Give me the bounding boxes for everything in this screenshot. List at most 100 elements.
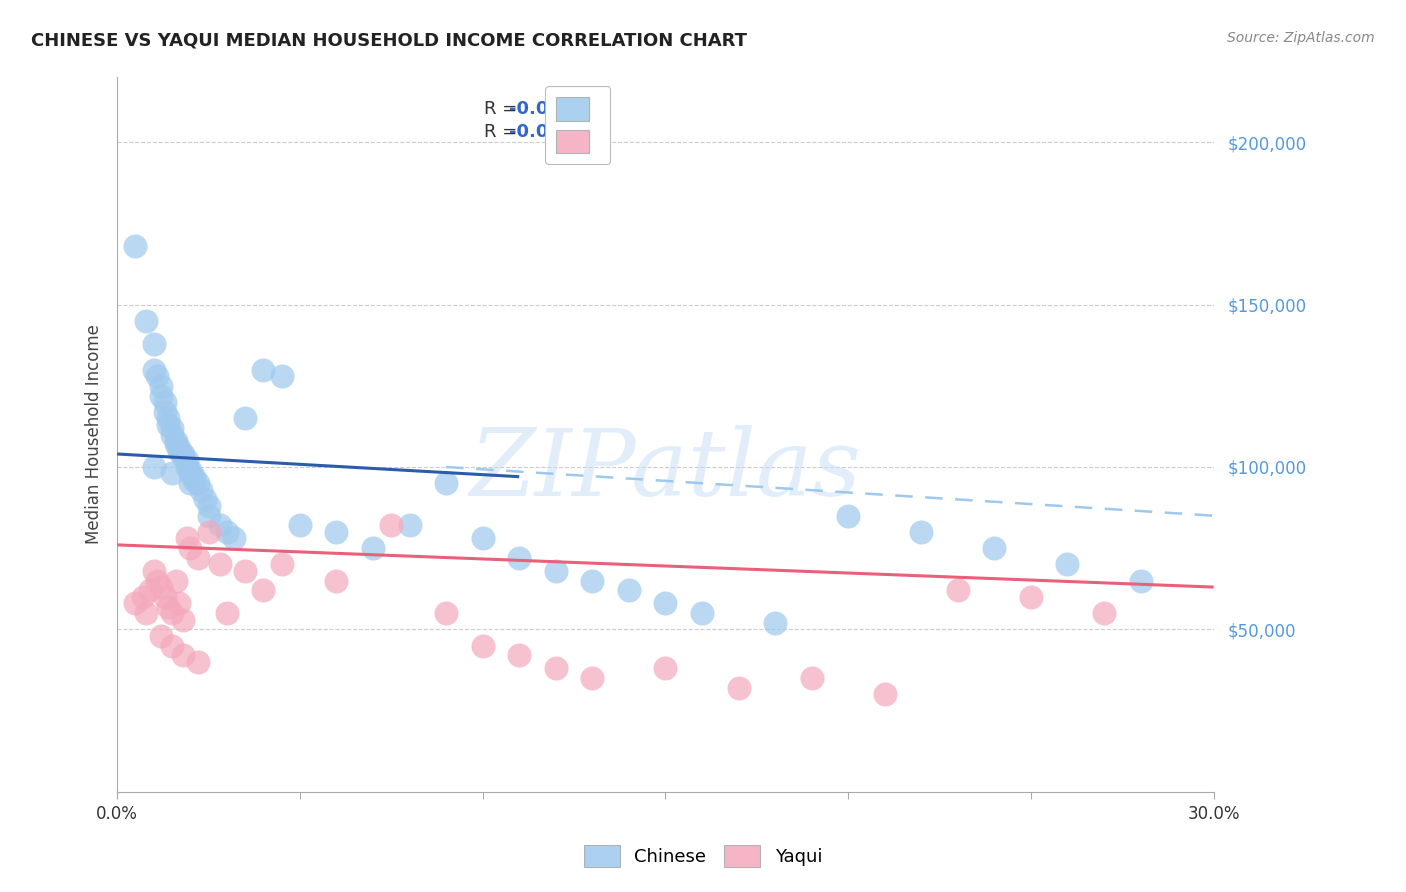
Point — [176, 532, 198, 546]
Point — [124, 239, 146, 253]
Text: CHINESE VS YAQUI MEDIAN HOUSEHOLD INCOME CORRELATION CHART: CHINESE VS YAQUI MEDIAN HOUSEHOLD INCOME… — [31, 31, 747, 49]
Point — [187, 655, 209, 669]
Text: Source: ZipAtlas.com: Source: ZipAtlas.com — [1227, 31, 1375, 45]
Point — [146, 574, 169, 588]
Point — [176, 460, 198, 475]
Point — [146, 369, 169, 384]
Text: N =: N = — [554, 123, 593, 141]
Point — [233, 411, 256, 425]
Point — [508, 648, 530, 663]
Point — [471, 639, 494, 653]
Point — [1092, 606, 1115, 620]
Point — [197, 508, 219, 523]
Point — [172, 648, 194, 663]
Point — [124, 596, 146, 610]
Point — [165, 574, 187, 588]
Point — [910, 524, 932, 539]
Point — [183, 469, 205, 483]
Point — [1056, 558, 1078, 572]
Point — [800, 671, 823, 685]
Point — [160, 427, 183, 442]
Point — [139, 583, 162, 598]
Text: -0.099: -0.099 — [509, 123, 574, 141]
Point — [690, 606, 713, 620]
Point — [727, 681, 749, 695]
Point — [215, 524, 238, 539]
Point — [544, 661, 567, 675]
Point — [946, 583, 969, 598]
Point — [142, 336, 165, 351]
Point — [1019, 590, 1042, 604]
Point — [763, 615, 786, 630]
Point — [142, 564, 165, 578]
Point — [270, 558, 292, 572]
Point — [179, 476, 201, 491]
Point — [153, 405, 176, 419]
Legend: , : , — [546, 87, 610, 163]
Point — [208, 558, 231, 572]
Legend: Chinese, Yaqui: Chinese, Yaqui — [576, 838, 830, 874]
Point — [176, 453, 198, 467]
Point — [142, 460, 165, 475]
Y-axis label: Median Household Income: Median Household Income — [86, 325, 103, 544]
Point — [165, 437, 187, 451]
Point — [165, 434, 187, 448]
Point — [224, 532, 246, 546]
Point — [135, 606, 157, 620]
Point — [179, 541, 201, 555]
Point — [160, 467, 183, 481]
Point — [215, 606, 238, 620]
Point — [581, 574, 603, 588]
Point — [169, 443, 191, 458]
Point — [183, 473, 205, 487]
Point — [157, 411, 180, 425]
Point — [434, 606, 457, 620]
Point — [197, 524, 219, 539]
Point — [508, 550, 530, 565]
Point — [380, 518, 402, 533]
Point — [361, 541, 384, 555]
Point — [169, 596, 191, 610]
Point — [325, 574, 347, 588]
Point — [160, 639, 183, 653]
Point — [160, 606, 183, 620]
Point — [617, 583, 640, 598]
Point — [150, 629, 173, 643]
Point — [169, 441, 191, 455]
Point — [157, 417, 180, 432]
Point — [208, 518, 231, 533]
Point — [654, 596, 676, 610]
Point — [187, 476, 209, 491]
Point — [288, 518, 311, 533]
Text: 40: 40 — [579, 123, 605, 141]
Point — [150, 388, 173, 402]
Point — [190, 483, 212, 497]
Text: R =: R = — [485, 100, 523, 118]
Point — [270, 369, 292, 384]
Point — [194, 492, 217, 507]
Point — [172, 450, 194, 465]
Text: -0.027: -0.027 — [509, 100, 574, 118]
Point — [150, 580, 173, 594]
Text: 57: 57 — [579, 100, 605, 118]
Point — [837, 508, 859, 523]
Point — [187, 550, 209, 565]
Point — [252, 362, 274, 376]
Point — [434, 476, 457, 491]
Point — [544, 564, 567, 578]
Point — [654, 661, 676, 675]
Point — [983, 541, 1005, 555]
Point — [153, 590, 176, 604]
Point — [325, 524, 347, 539]
Point — [160, 421, 183, 435]
Point — [179, 467, 201, 481]
Point — [132, 590, 155, 604]
Point — [150, 379, 173, 393]
Text: ZIPatlas: ZIPatlas — [470, 425, 862, 516]
Text: R =: R = — [485, 123, 523, 141]
Point — [197, 499, 219, 513]
Text: N =: N = — [554, 100, 593, 118]
Point — [398, 518, 420, 533]
Point — [233, 564, 256, 578]
Point — [252, 583, 274, 598]
